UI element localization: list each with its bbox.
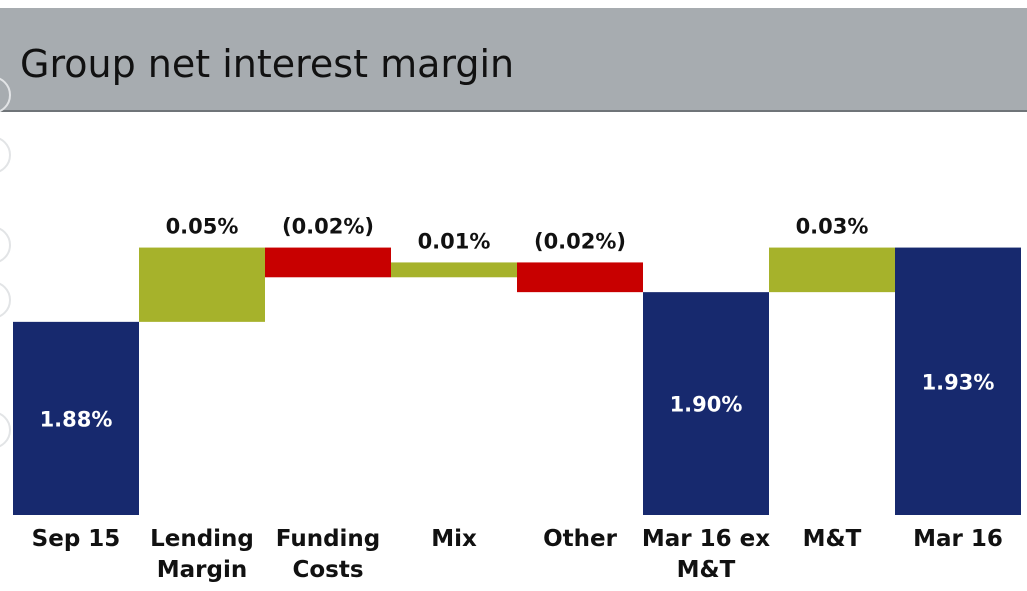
chart-title: Group net interest margin bbox=[20, 42, 515, 86]
x-tick-label: Sep 15 bbox=[31, 526, 121, 552]
bar bbox=[895, 247, 1021, 516]
bar bbox=[265, 247, 391, 278]
bar bbox=[139, 247, 265, 322]
data-label: 0.01% bbox=[418, 229, 491, 253]
data-label: 0.03% bbox=[796, 215, 869, 239]
header-band: Group net interest margin bbox=[0, 8, 1027, 112]
bar bbox=[391, 262, 517, 278]
data-label: (0.02%) bbox=[282, 215, 374, 239]
x-tick-label: Mar 16 ex M&T bbox=[641, 526, 771, 583]
bar bbox=[643, 292, 769, 515]
bar bbox=[769, 247, 895, 293]
data-label: 0.05% bbox=[166, 215, 239, 239]
data-label: 1.88% bbox=[40, 407, 113, 431]
bar bbox=[517, 262, 643, 293]
data-label: (0.02%) bbox=[534, 229, 626, 253]
x-tick-label: Mix bbox=[431, 526, 477, 552]
x-tick-label: Funding Costs bbox=[275, 526, 381, 583]
decoration bbox=[0, 77, 11, 448]
x-tick-label: Mar 16 bbox=[913, 526, 1003, 552]
x-tick-label: M&T bbox=[802, 526, 862, 552]
x-tick-label: Other bbox=[543, 526, 617, 552]
data-label: 1.90% bbox=[670, 393, 743, 417]
x-tick-label: Lending Margin bbox=[150, 526, 254, 583]
data-label: 1.93% bbox=[922, 370, 995, 394]
bar bbox=[13, 321, 139, 515]
